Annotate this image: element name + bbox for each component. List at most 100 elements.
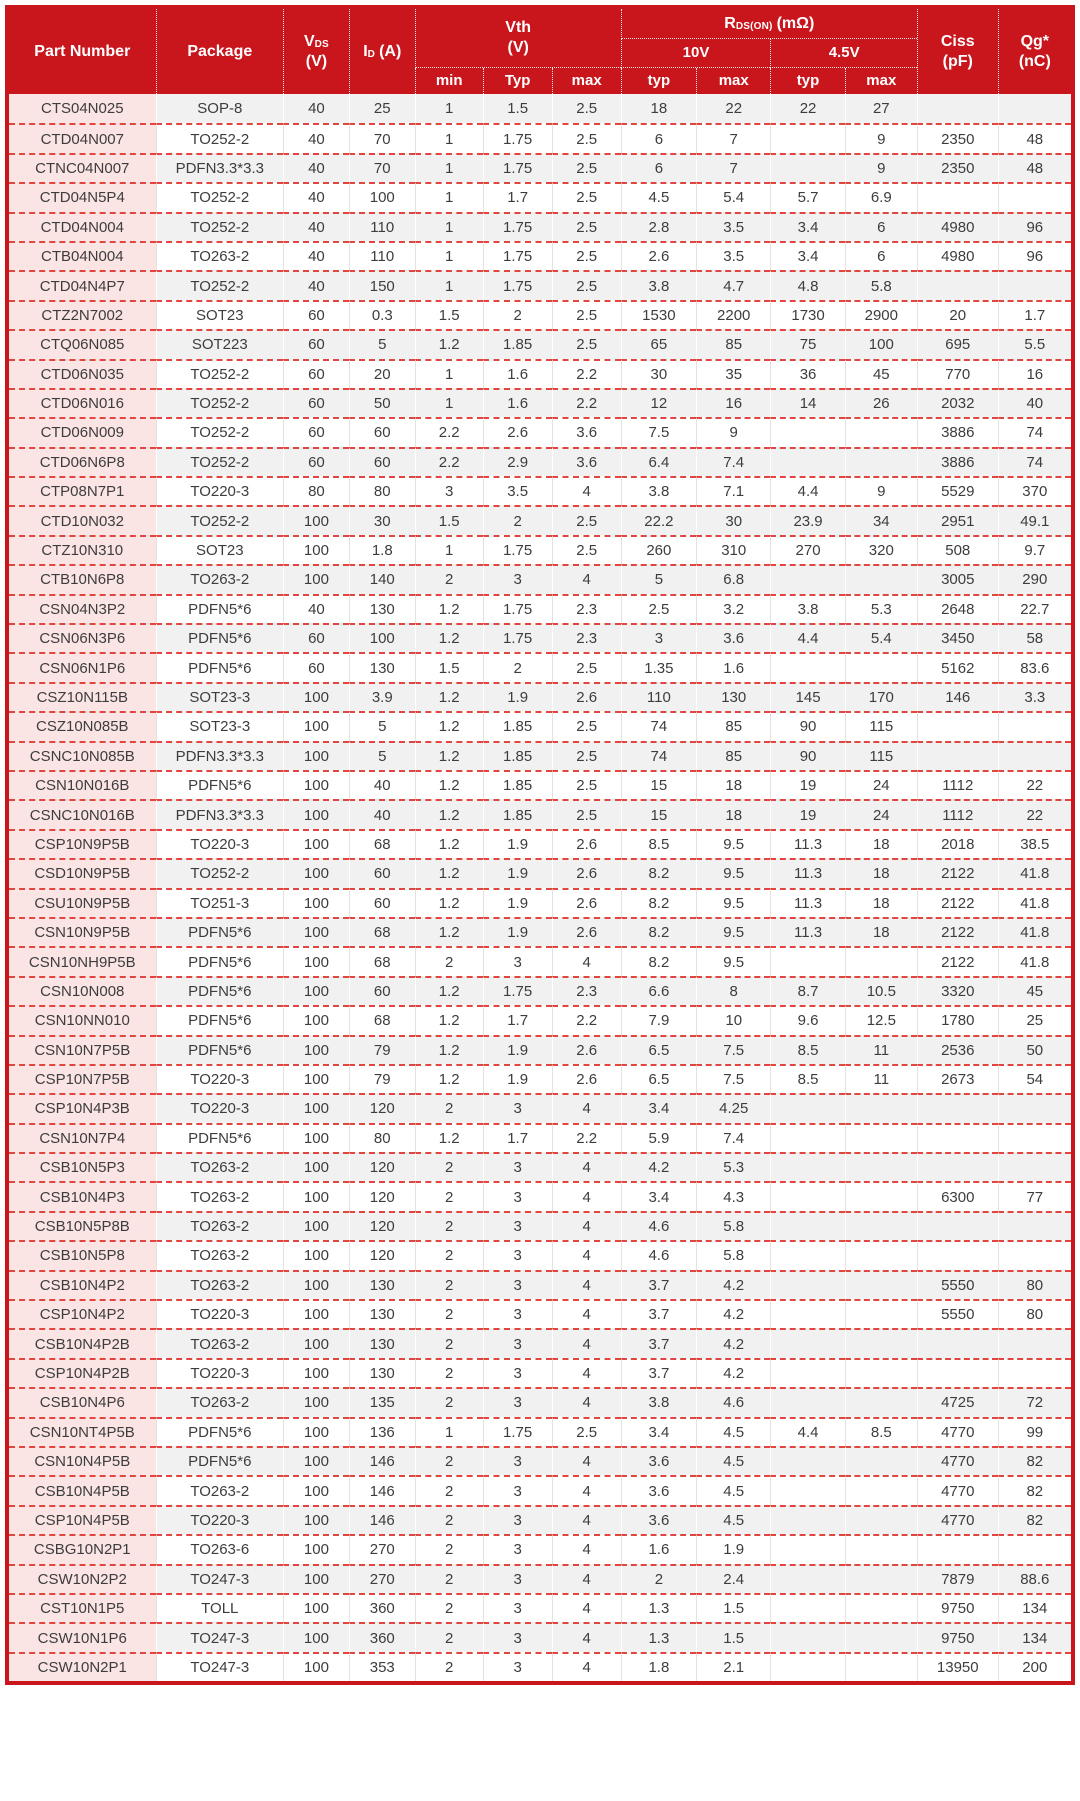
value-cell: 60: [283, 446, 349, 477]
value-cell: [997, 1328, 1071, 1358]
value-cell: 3: [482, 1357, 552, 1388]
value-cell: 9.6: [770, 1005, 845, 1035]
value-cell: 1.2: [414, 1005, 483, 1035]
value-cell: 80: [997, 1299, 1071, 1329]
value-cell: 1.75: [482, 593, 552, 624]
value-cell: 2: [414, 1504, 483, 1535]
value-cell: 100: [283, 1534, 349, 1564]
col-header-rdson: RDS(ON) (mΩ): [620, 9, 917, 39]
value-cell: 3: [482, 1475, 552, 1505]
table-row: CSNC10N085B PDFN3.3*3.3 100 5 1.2 1.85 2.5 74 85…: [9, 740, 1071, 770]
value-cell: PDFN5*6: [155, 1005, 283, 1035]
value-cell: 3886: [916, 446, 998, 477]
value-cell: 4.5: [696, 1416, 771, 1446]
value-cell: SOT23: [155, 299, 283, 330]
value-cell: 8.5: [844, 1416, 917, 1446]
value-cell: 3: [482, 1269, 552, 1300]
part-number-cell: CSP10N4P2B: [9, 1357, 156, 1388]
table-row: CSB10N5P8 TO263-2 100 120 2 3 4 4.6 5.8: [9, 1240, 1071, 1270]
value-cell: 99: [997, 1416, 1071, 1446]
value-cell: 25: [348, 94, 415, 124]
table-row: CTD04N5P4 TO252-2 40 100 1 1.7 2.5 4.5 5.4 5.7 6.9: [9, 182, 1071, 212]
value-cell: 3.6: [551, 446, 621, 477]
value-cell: 3.4: [620, 1181, 697, 1211]
value-cell: 4: [551, 1152, 621, 1182]
value-cell: 60: [283, 358, 349, 388]
value-cell: 100: [283, 740, 349, 770]
value-cell: SOT23-3: [155, 711, 283, 741]
value-cell: 4.5: [696, 1475, 771, 1505]
value-cell: 4770: [916, 1445, 998, 1476]
value-cell: 85: [696, 740, 771, 770]
value-cell: 2536: [916, 1034, 998, 1064]
value-cell: 34: [844, 505, 917, 535]
value-cell: 2.2: [551, 387, 621, 418]
value-cell: 48: [997, 152, 1071, 183]
value-cell: 4: [551, 1592, 621, 1623]
value-cell: 2.2: [551, 358, 621, 388]
value-cell: 2.2: [551, 1005, 621, 1035]
part-number-cell: CTD04N007: [9, 123, 156, 153]
part-number-cell: CSB10N4P2: [9, 1269, 156, 1300]
value-cell: 79: [348, 1063, 415, 1094]
table-row: CTD06N6P8 TO252-2 60 60 2.2 2.9 3.6 6.4 7.4 3886 7…: [9, 446, 1071, 477]
value-cell: 3: [482, 1563, 552, 1593]
part-number-cell: CSN10N4P5B: [9, 1445, 156, 1476]
value-cell: 2.6: [551, 1063, 621, 1094]
value-cell: 110: [620, 681, 697, 712]
value-cell: 130: [348, 652, 415, 682]
value-cell: 49.1: [997, 505, 1071, 535]
part-number-cell: CSN10N9P5B: [9, 916, 156, 947]
value-cell: 2: [414, 1592, 483, 1623]
value-cell: [844, 1240, 917, 1270]
value-cell: 9.5: [696, 828, 771, 859]
value-cell: 4: [551, 1093, 621, 1123]
part-number-cell: CSP10N4P2: [9, 1299, 156, 1329]
table-row: CSW10N2P2 TO247-3 100 270 2 3 4 2 2.4 7879 88.6: [9, 1563, 1071, 1593]
value-cell: 2: [414, 1269, 483, 1300]
value-cell: [844, 1622, 917, 1652]
value-cell: 2: [482, 652, 552, 682]
table-row: CSB10N4P2 TO263-2 100 130 2 3 4 3.7 4.2 5550 80: [9, 1269, 1071, 1300]
table-row: CSN06N1P6 PDFN5*6 60 130 1.5 2 2.5 1.35 1.6 5162 8…: [9, 652, 1071, 682]
value-cell: 60: [283, 623, 349, 653]
value-cell: 1: [414, 270, 483, 300]
value-cell: 80: [997, 1269, 1071, 1300]
value-cell: 7.5: [620, 417, 697, 447]
value-cell: 41.8: [997, 887, 1071, 917]
value-cell: 8.5: [770, 1063, 845, 1094]
value-cell: 2.8: [620, 211, 697, 241]
value-cell: 100: [283, 534, 349, 565]
table-row: CSP10N4P5B TO220-3 100 146 2 3 4 3.6 4.5 4770 82: [9, 1504, 1071, 1535]
value-cell: 82: [997, 1475, 1071, 1505]
value-cell: 3: [482, 1592, 552, 1623]
value-cell: 4.25: [696, 1093, 771, 1123]
value-cell: TO247-3: [155, 1651, 283, 1682]
value-cell: [770, 1328, 845, 1358]
value-cell: 22.2: [620, 505, 697, 535]
value-cell: [844, 1387, 917, 1417]
value-cell: 1.6: [482, 358, 552, 388]
part-number-cell: CTD04N004: [9, 211, 156, 241]
value-cell: 100: [283, 1005, 349, 1035]
value-cell: 4.4: [770, 623, 845, 653]
value-cell: [770, 1622, 845, 1652]
value-cell: 3.4: [770, 240, 845, 271]
value-cell: 3: [482, 1445, 552, 1476]
value-cell: 2.6: [551, 828, 621, 859]
value-cell: 8.5: [620, 828, 697, 859]
value-cell: 2.5: [551, 270, 621, 300]
value-cell: 2.3: [551, 593, 621, 624]
value-cell: 40: [283, 240, 349, 271]
value-cell: 2.6: [551, 916, 621, 947]
value-cell: 12.5: [844, 1005, 917, 1035]
value-cell: 3.5: [482, 476, 552, 506]
value-cell: 1.3: [620, 1592, 697, 1623]
value-cell: 2: [414, 1445, 483, 1476]
value-cell: 3.8: [620, 270, 697, 300]
value-cell: 120: [348, 1240, 415, 1270]
value-cell: 1.9: [696, 1534, 771, 1564]
value-cell: 4: [551, 1181, 621, 1211]
value-cell: TO263-2: [155, 1475, 283, 1505]
value-cell: 1.75: [482, 123, 552, 153]
